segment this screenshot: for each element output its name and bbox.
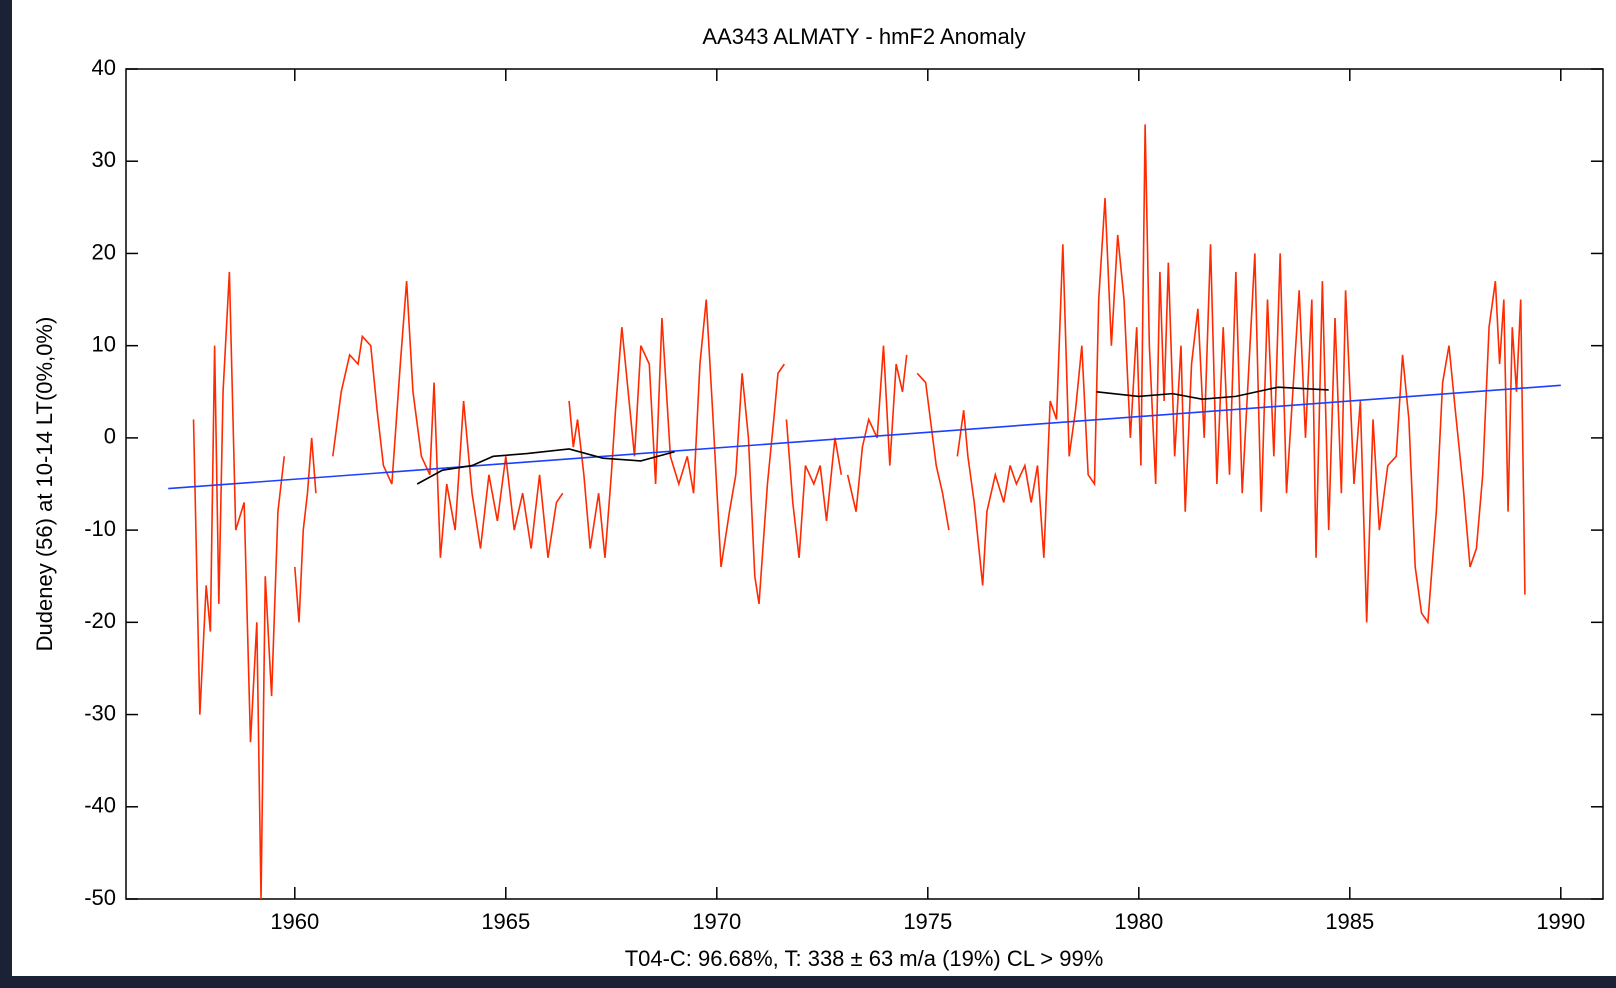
- plot-frame: [125, 68, 1604, 900]
- data-line: [192, 124, 1526, 900]
- panel: [12, 0, 1616, 976]
- y-tick-label: 20: [92, 239, 116, 264]
- x-tick-label: 1960: [270, 909, 319, 934]
- y-tick-label: 0: [104, 424, 116, 449]
- y-tick-label: -50: [84, 885, 116, 910]
- y-tick-label: -10: [84, 516, 116, 541]
- y-tick-label: 30: [92, 147, 116, 172]
- x-tick-label: 1990: [1536, 909, 1585, 934]
- data-line: [168, 384, 1561, 490]
- x-tick-label: 1980: [1114, 909, 1163, 934]
- y-tick-label: -40: [84, 793, 116, 818]
- data-line: [416, 386, 1329, 485]
- y-tick-label: -20: [84, 608, 116, 633]
- x-axis-label: T04-C: 96.68%, T: 338 ± 63 m/a (19%) CL …: [625, 946, 1104, 971]
- x-tick-label: 1975: [903, 909, 952, 934]
- y-tick-label: 40: [92, 55, 116, 80]
- y-axis-label: Dudeney (56) at 10-14 LT(0%,0%): [32, 317, 57, 652]
- y-tick-label: 10: [92, 331, 116, 356]
- x-tick-label: 1970: [692, 909, 741, 934]
- chart-title: AA343 ALMATY - hmF2 Anomaly: [702, 24, 1025, 49]
- x-tick-label: 1985: [1325, 909, 1374, 934]
- x-tick-label: 1965: [481, 909, 530, 934]
- y-tick-label: -30: [84, 700, 116, 725]
